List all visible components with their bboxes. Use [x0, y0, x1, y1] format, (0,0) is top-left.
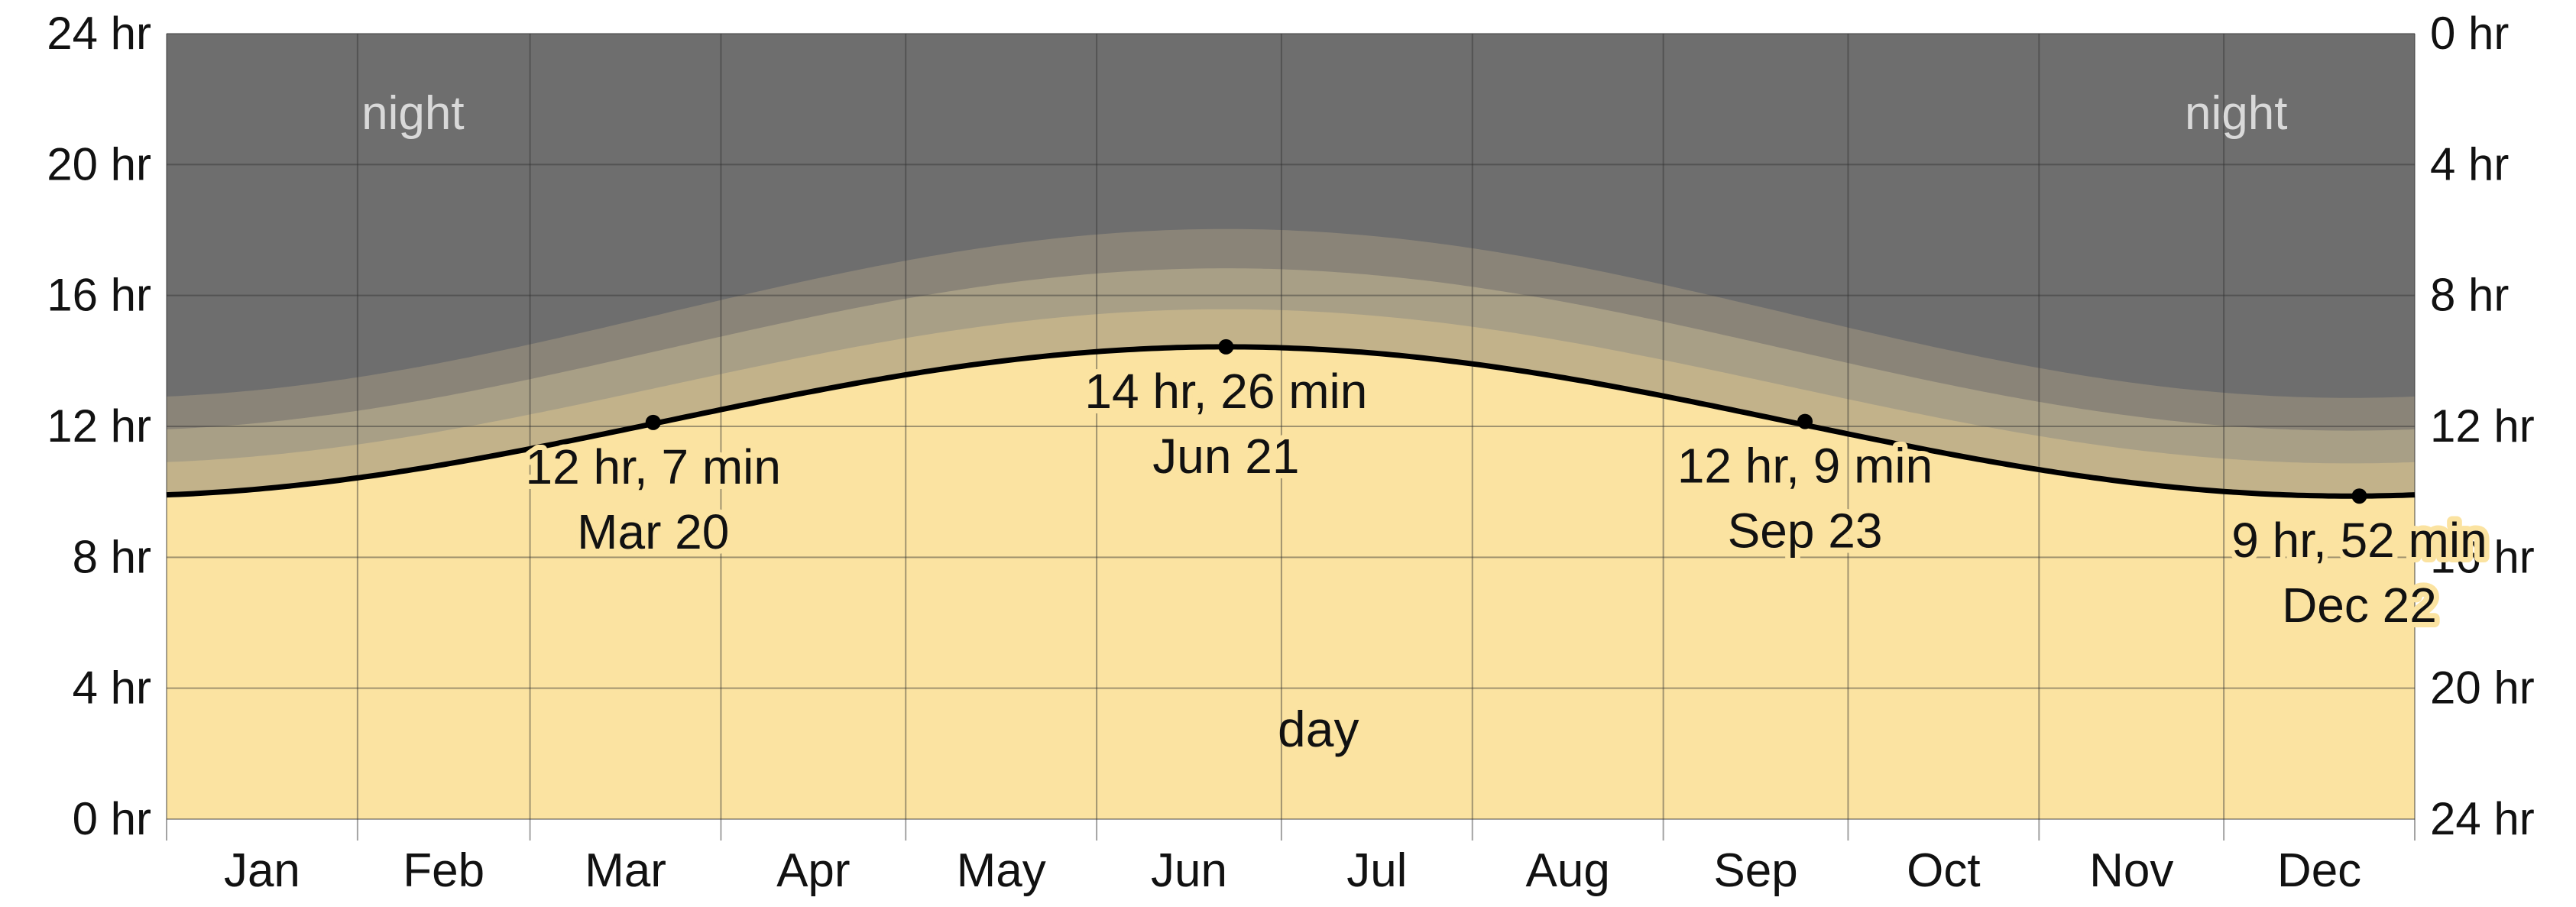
x-tick-month: Apr [776, 844, 850, 897]
daylight-line [166, 344, 2416, 499]
night-label-right: night [2185, 87, 2287, 140]
y-tick-right: 4 hr [2430, 138, 2509, 189]
september-equinox-value: 12 hr, 9 min [1677, 439, 1933, 494]
y-tick-left: 4 hr [73, 662, 151, 714]
june-solstice-point [1218, 339, 1234, 355]
day-area [167, 346, 2415, 819]
y-tick-left: 0 hr [73, 793, 151, 844]
x-tick-month: Aug [1526, 844, 1610, 897]
y-tick-left: 20 hr [47, 138, 151, 189]
y-tick-right: 24 hr [2430, 793, 2535, 844]
y-tick-right: 0 hr [2430, 8, 2509, 59]
september-equinox-point [1797, 413, 1813, 429]
x-tick-month: Mar [585, 844, 666, 897]
march-equinox-value: 12 hr, 7 min [526, 439, 781, 494]
x-tick-month: May [957, 844, 1046, 897]
june-solstice-date: Jun 21 [1152, 429, 1299, 484]
x-tick-month: Jul [1346, 844, 1407, 897]
y-tick-left: 8 hr [73, 531, 151, 582]
y-tick-right: 8 hr [2430, 270, 2509, 321]
december-solstice-date: Dec 22 [2282, 578, 2437, 633]
y-tick-right: 12 hr [2430, 400, 2535, 452]
x-tick-month: Jun [1151, 844, 1227, 897]
y-tick-left: 16 hr [47, 270, 151, 321]
x-tick-month: Feb [403, 844, 484, 897]
x-tick-month: Dec [2277, 844, 2361, 897]
x-tick-month: Nov [2089, 844, 2173, 897]
y-tick-right: 16 hr [2430, 531, 2535, 582]
june-solstice-value: 14 hr, 26 min [1084, 364, 1367, 419]
march-equinox-point [645, 414, 661, 430]
y-tick-left: 24 hr [47, 8, 151, 59]
y-tick-right: 20 hr [2430, 662, 2535, 714]
x-tick-month: Oct [1907, 844, 1980, 897]
march-equinox-date: Mar 20 [577, 504, 729, 559]
december-solstice-point [2351, 488, 2367, 504]
september-equinox-date: Sep 23 [1728, 504, 1883, 559]
night-label-left: night [361, 87, 464, 140]
x-tick-month: Sep [1713, 844, 1797, 897]
y-tick-left: 12 hr [47, 400, 151, 452]
x-tick-month: Jan [224, 844, 300, 897]
december-solstice-value: 9 hr, 52 min [2231, 513, 2487, 568]
day-label: day [1278, 701, 1359, 757]
